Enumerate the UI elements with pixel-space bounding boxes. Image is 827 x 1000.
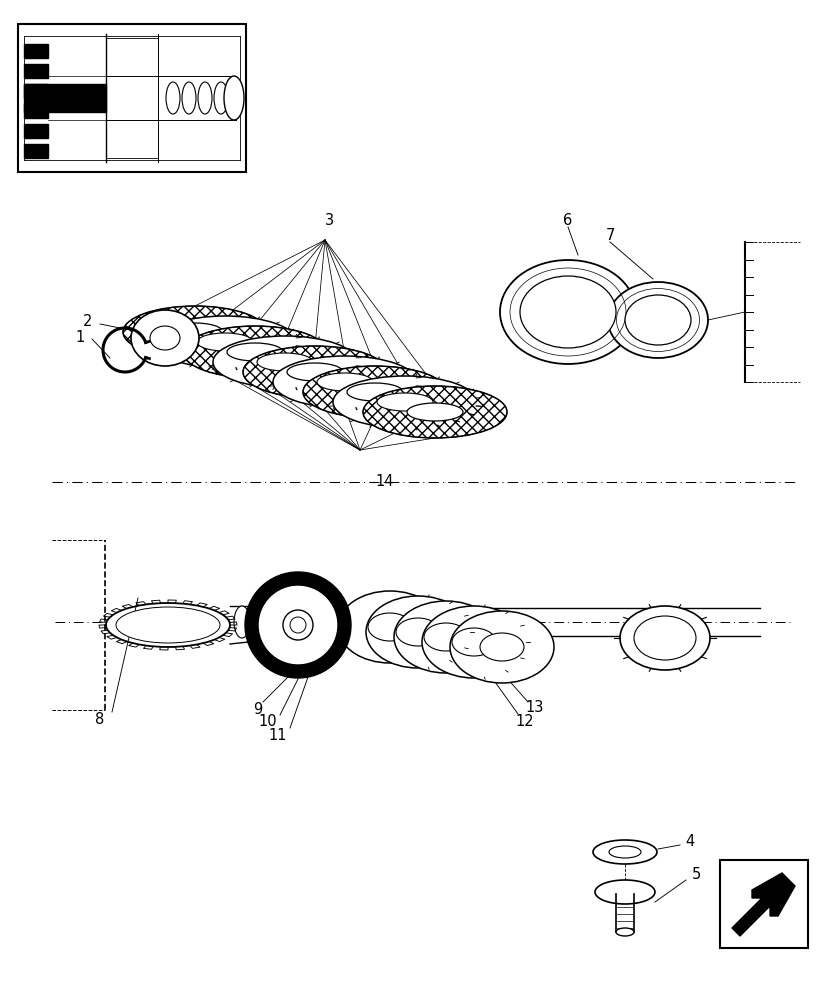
Text: 13: 13: [525, 700, 543, 714]
Ellipse shape: [116, 607, 220, 643]
Bar: [24, 104, 48, 118]
Ellipse shape: [287, 363, 342, 381]
Text: 10: 10: [258, 714, 277, 729]
Text: 12: 12: [515, 714, 533, 729]
Ellipse shape: [366, 596, 470, 668]
Ellipse shape: [317, 373, 372, 391]
Text: 14: 14: [375, 475, 394, 489]
Ellipse shape: [165, 82, 179, 114]
Bar: [24, 44, 48, 58]
Ellipse shape: [224, 76, 244, 120]
Ellipse shape: [624, 295, 691, 345]
Ellipse shape: [376, 393, 433, 411]
Ellipse shape: [245, 572, 351, 678]
Ellipse shape: [131, 310, 198, 366]
Ellipse shape: [395, 618, 439, 646]
Ellipse shape: [197, 333, 253, 351]
Ellipse shape: [422, 606, 525, 678]
Ellipse shape: [332, 376, 476, 428]
Ellipse shape: [198, 82, 212, 114]
Bar: [24, 84, 48, 98]
Ellipse shape: [303, 366, 447, 418]
Ellipse shape: [633, 616, 696, 660]
Text: 9: 9: [253, 702, 262, 717]
Ellipse shape: [449, 611, 553, 683]
Ellipse shape: [242, 346, 386, 398]
Ellipse shape: [150, 326, 179, 350]
Ellipse shape: [607, 282, 707, 358]
Ellipse shape: [213, 336, 356, 388]
Text: 1: 1: [75, 330, 84, 346]
Ellipse shape: [362, 386, 506, 438]
Ellipse shape: [167, 323, 222, 341]
Ellipse shape: [227, 343, 283, 361]
Bar: [719, 860, 807, 948]
Text: 3: 3: [325, 213, 334, 228]
Ellipse shape: [619, 606, 709, 670]
Ellipse shape: [609, 846, 640, 858]
Ellipse shape: [273, 356, 417, 408]
Bar: [18, 24, 246, 172]
Ellipse shape: [183, 326, 327, 378]
Ellipse shape: [182, 82, 196, 114]
Ellipse shape: [213, 82, 227, 114]
Ellipse shape: [480, 633, 523, 661]
Ellipse shape: [407, 403, 462, 421]
Ellipse shape: [394, 601, 497, 673]
Ellipse shape: [153, 316, 297, 368]
Ellipse shape: [283, 610, 313, 640]
Ellipse shape: [500, 260, 635, 364]
Ellipse shape: [367, 613, 412, 641]
Ellipse shape: [423, 623, 467, 651]
Ellipse shape: [256, 353, 313, 371]
Text: 5: 5: [691, 867, 700, 882]
Ellipse shape: [123, 306, 266, 358]
Ellipse shape: [106, 603, 230, 647]
Ellipse shape: [592, 840, 656, 864]
Text: 4: 4: [685, 834, 694, 849]
Text: 8: 8: [95, 712, 104, 727]
Bar: [24, 124, 48, 138]
Ellipse shape: [289, 617, 306, 633]
Bar: [24, 64, 48, 78]
Ellipse shape: [595, 880, 654, 904]
Ellipse shape: [234, 606, 250, 638]
Ellipse shape: [615, 928, 633, 936]
Bar: [24, 84, 106, 112]
Text: 2: 2: [84, 314, 93, 330]
Text: 7: 7: [605, 228, 614, 242]
Text: 6: 6: [562, 213, 572, 228]
Polygon shape: [731, 873, 794, 936]
Ellipse shape: [347, 383, 403, 401]
Ellipse shape: [258, 585, 337, 665]
Ellipse shape: [519, 276, 615, 348]
Bar: [24, 144, 48, 158]
Text: 11: 11: [269, 727, 287, 742]
Ellipse shape: [337, 591, 442, 663]
Ellipse shape: [452, 628, 495, 656]
